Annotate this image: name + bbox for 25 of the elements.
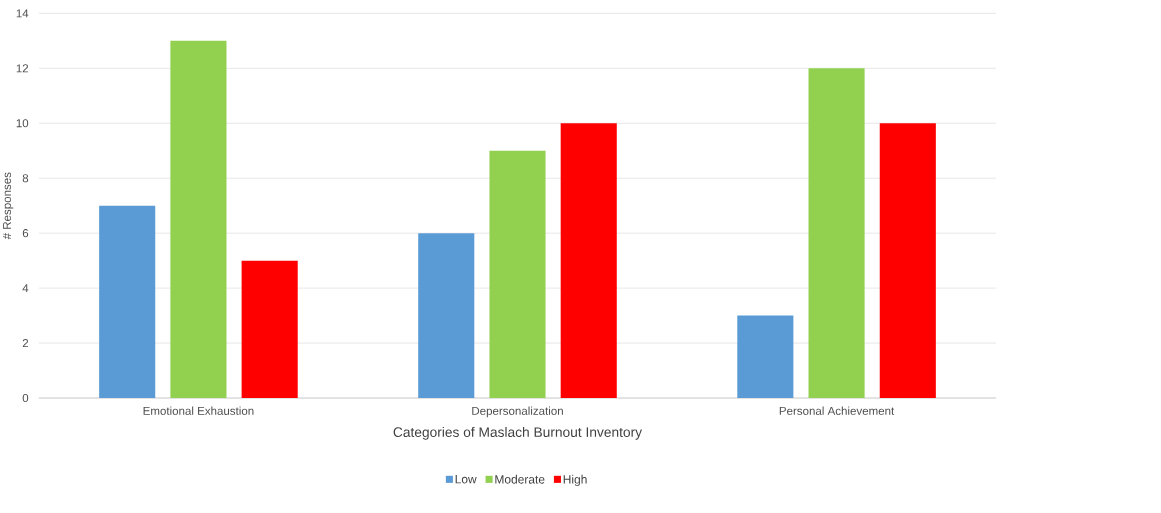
bar	[808, 68, 865, 399]
y-axis-title: # Responses	[2, 172, 14, 240]
x-tick-label: Depersonalization	[472, 406, 563, 418]
legend-label: Low	[455, 475, 477, 484]
bar	[418, 233, 475, 399]
x-tick-label: Emotional Exhaustion	[143, 406, 254, 416]
y-tick-label: 2	[22, 339, 29, 348]
bar	[241, 260, 298, 399]
y-tick-label: 4	[22, 284, 29, 293]
y-tick-label: 14	[16, 9, 29, 18]
bar	[99, 205, 156, 399]
bar	[737, 315, 794, 399]
x-tick-label: Personal Achievement	[779, 406, 895, 416]
y-tick-label: 12	[16, 64, 29, 73]
y-tick-label: 6	[22, 229, 29, 238]
legend-label: High	[563, 474, 587, 487]
y-tick-label: 8	[22, 174, 29, 183]
y-tick-label: 10	[16, 119, 29, 128]
x-axis-title: Categories of Maslach Burnout Inventory	[393, 426, 643, 440]
bar	[879, 123, 936, 399]
y-tick-label: 0	[22, 393, 29, 403]
bar	[489, 150, 546, 399]
bar	[170, 40, 227, 399]
legend-label: Moderate	[495, 474, 545, 484]
bar	[560, 123, 617, 399]
